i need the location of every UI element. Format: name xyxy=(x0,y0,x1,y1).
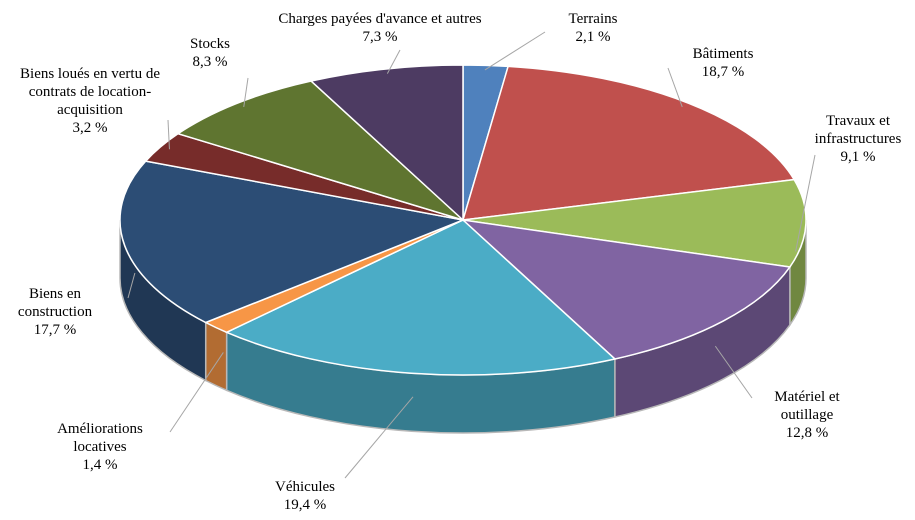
slice-label: Bâtiments 18,7 % xyxy=(668,45,778,81)
value-label: 1,4 % xyxy=(82,457,118,473)
leader-line xyxy=(386,49,401,74)
leader-line xyxy=(127,272,136,299)
slice-label: Biens loués en vertu de contrats de loca… xyxy=(5,65,175,137)
category-name: Charges payées d'avance et autres xyxy=(278,11,482,27)
category-name: Biens en construction xyxy=(17,286,93,320)
slice-side xyxy=(204,321,228,392)
leader-line xyxy=(484,31,546,71)
slice-label: Stocks 8,3 % xyxy=(155,35,265,71)
slice-label: Biens en construction 17,7 % xyxy=(0,285,110,339)
value-label: 2,1 % xyxy=(575,29,611,45)
leader-line xyxy=(714,345,753,399)
value-label: 7,3 % xyxy=(362,29,398,45)
category-name: Travaux et infrastructures xyxy=(814,113,902,147)
slice-label: Matériel et outillage 12,8 % xyxy=(752,388,862,442)
slice-label: Charges payées d'avance et autres 7,3 % xyxy=(260,10,500,46)
value-label: 18,7 % xyxy=(701,64,745,80)
leader-line xyxy=(167,119,170,150)
value-label: 9,1 % xyxy=(840,149,876,165)
category-name: Matériel et outillage xyxy=(774,389,840,423)
leader-line xyxy=(169,352,224,433)
category-name: Bâtiments xyxy=(692,46,754,62)
slice-label: Améliorations locatives 1,4 % xyxy=(35,420,165,474)
category-name: Terrains xyxy=(568,11,618,27)
leader-line xyxy=(667,67,683,108)
value-label: 3,2 % xyxy=(72,120,108,136)
value-label: 8,3 % xyxy=(192,54,228,70)
value-label: 19,4 % xyxy=(283,497,327,513)
slice xyxy=(309,64,464,222)
slice xyxy=(462,178,807,268)
slice-label: Travaux et infrastructures 9,1 % xyxy=(798,112,915,166)
category-name: Véhicules xyxy=(275,479,335,495)
slice-label: Terrains 2,1 % xyxy=(548,10,638,46)
slice xyxy=(119,160,466,324)
category-name: Améliorations locatives xyxy=(57,421,143,455)
category-name: Stocks xyxy=(189,36,230,52)
slice-label: Véhicules 19,4 % xyxy=(250,478,360,514)
leader-line xyxy=(795,154,816,252)
slice xyxy=(460,218,792,360)
slice xyxy=(461,65,796,221)
slice xyxy=(176,80,464,221)
leader-line xyxy=(243,77,249,107)
value-label: 12,8 % xyxy=(785,425,829,441)
leader-line xyxy=(344,396,414,479)
value-label: 17,7 % xyxy=(33,322,77,338)
slice xyxy=(224,219,617,376)
category-name: Biens loués en vertu de contrats de loca… xyxy=(20,66,160,118)
